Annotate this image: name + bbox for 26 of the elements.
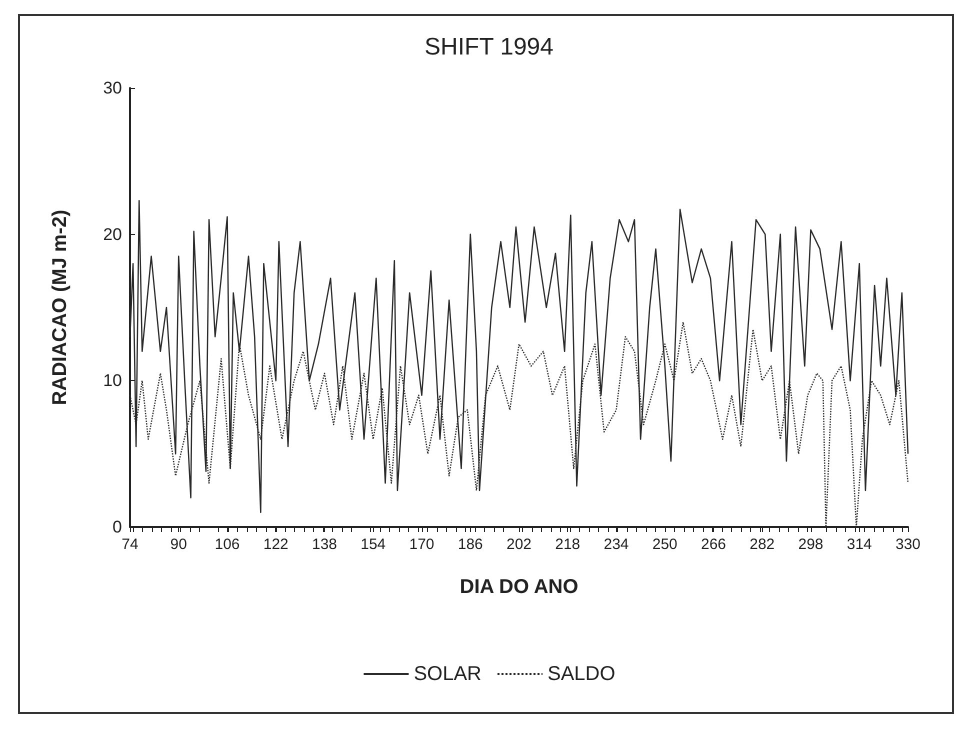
x-tick-label: 202 — [506, 536, 532, 553]
x-tick-label: 186 — [458, 536, 483, 553]
x-tick-label: 74 — [122, 536, 138, 553]
x-tick-label: 90 — [170, 536, 187, 553]
legend-label: SOLAR — [414, 663, 482, 685]
x-tick-label: 282 — [750, 536, 775, 553]
x-tick-label: 234 — [604, 536, 629, 553]
chart-title: SHIFT 1994 — [424, 34, 554, 60]
y-tick-label: 0 — [112, 518, 122, 536]
x-tick-label: 314 — [846, 536, 872, 553]
x-tick-label: 298 — [798, 536, 824, 553]
x-tick-label: 250 — [652, 536, 678, 553]
y-tick-label: 10 — [103, 371, 122, 390]
x-axis-title: DIA DO ANO — [460, 576, 578, 598]
x-tick-label: 106 — [214, 536, 240, 553]
x-tick-label: 154 — [360, 536, 386, 553]
legend-label: SALDO — [548, 663, 616, 685]
x-tick-label: 122 — [263, 536, 288, 553]
y-axis-title: RADIACAO (MJ m-2) — [49, 210, 71, 406]
x-tick-label: 138 — [312, 536, 338, 553]
x-tick-label: 170 — [409, 536, 434, 553]
x-tick-label: 266 — [700, 536, 726, 553]
x-tick-label: 218 — [555, 536, 580, 553]
y-tick-label: 30 — [103, 78, 122, 98]
x-tick-label: 330 — [895, 536, 921, 553]
y-tick-label: 20 — [103, 224, 122, 244]
